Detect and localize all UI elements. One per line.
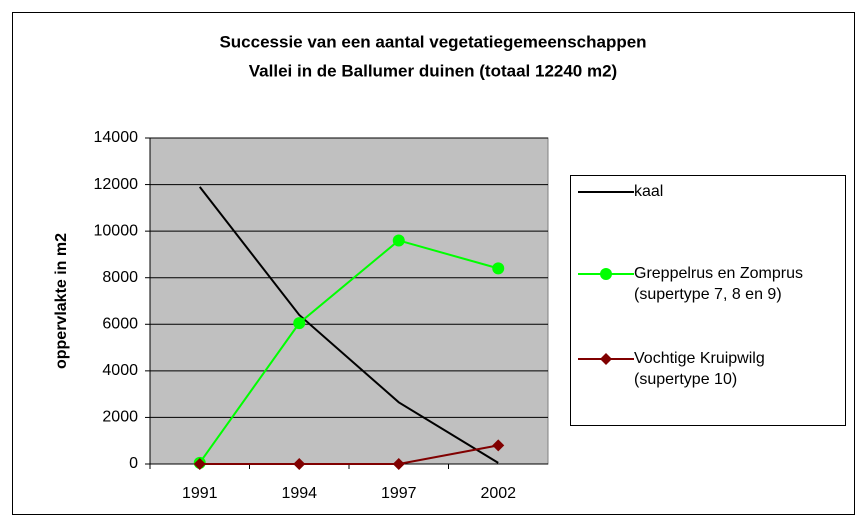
marker — [600, 353, 612, 365]
legend-label: Greppelrus en Zomprus (supertype 7, 8 en… — [634, 265, 803, 303]
plot-area — [149, 137, 549, 465]
marker — [392, 458, 405, 470]
series-line — [198, 239, 499, 464]
series-line — [199, 444, 499, 465]
legend-item: Greppelrus en Zomprus (supertype 7, 8 en… — [578, 263, 814, 305]
marker — [492, 262, 505, 275]
y-tick-label: 14000 — [94, 129, 139, 146]
y-tick-label: 2000 — [102, 409, 138, 426]
x-tick-label: 1991 — [182, 485, 218, 502]
marker — [492, 439, 505, 452]
marker — [293, 317, 306, 330]
legend-swatch — [578, 353, 634, 365]
x-tick-label: 2002 — [480, 485, 516, 502]
y-tick-label: 6000 — [102, 316, 138, 333]
y-tick-label: 0 — [129, 455, 138, 472]
marker — [392, 234, 405, 247]
legend-box — [570, 175, 846, 426]
marker — [293, 458, 306, 470]
x-tick-label: 1997 — [381, 485, 417, 502]
chart-title: Successie van een aantal vegetatiegemeen… — [219, 32, 646, 51]
legend-item: Vochtige Kruipwilg (supertype 10) — [578, 348, 814, 390]
x-tick-label: 1994 — [281, 485, 317, 502]
y-tick-label: 8000 — [102, 269, 138, 286]
legend-item: kaal — [578, 181, 814, 202]
y-tick-label: 12000 — [94, 176, 139, 193]
y-axis-label: oppervlakte in m2 — [53, 233, 70, 369]
legend-swatch — [578, 191, 634, 193]
series-line — [198, 186, 499, 464]
chart-subtitle: Vallei in de Ballumer duinen (totaal 122… — [249, 61, 617, 80]
y-tick-label: 10000 — [94, 222, 139, 239]
legend-swatch — [578, 268, 634, 280]
marker — [600, 268, 612, 280]
legend-label: Vochtige Kruipwilg (supertype 10) — [634, 350, 765, 388]
marker — [193, 458, 206, 470]
legend-label: kaal — [634, 183, 664, 200]
y-tick-label: 4000 — [102, 362, 138, 379]
